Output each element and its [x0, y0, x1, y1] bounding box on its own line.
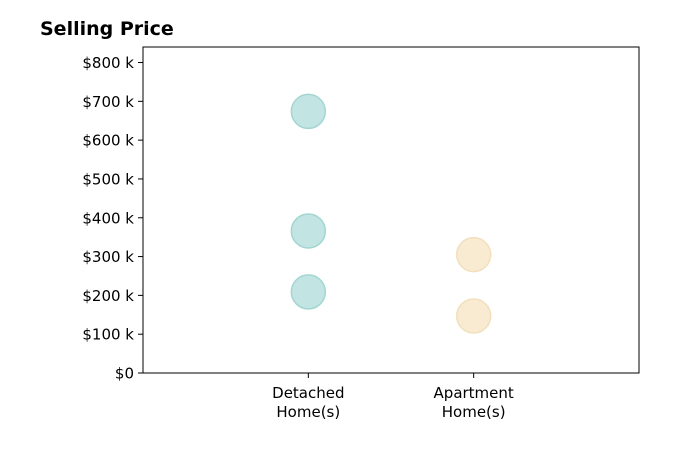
- point: [290, 93, 327, 130]
- y-tick-label: $700 k: [82, 93, 134, 111]
- y-tick-label: $500 k: [82, 170, 134, 188]
- y-tick-label: $100 k: [82, 326, 134, 344]
- point: [455, 236, 492, 273]
- point: [290, 213, 327, 249]
- y-tick-label: $0: [115, 365, 134, 383]
- x-tick-label: Apartment Home(s): [434, 384, 514, 421]
- y-tick-label: $200 k: [82, 287, 134, 305]
- point: [455, 298, 492, 334]
- y-tick-label: $800 k: [82, 54, 134, 72]
- plot-frame: [142, 46, 640, 374]
- point: [290, 274, 327, 310]
- chart-title: Selling Price: [40, 18, 174, 40]
- y-tick-label: $300 k: [82, 248, 134, 266]
- y-tick-label: $600 k: [82, 132, 134, 150]
- y-tick-label: $400 k: [82, 209, 134, 227]
- x-tick-label: Detached Home(s): [272, 384, 344, 421]
